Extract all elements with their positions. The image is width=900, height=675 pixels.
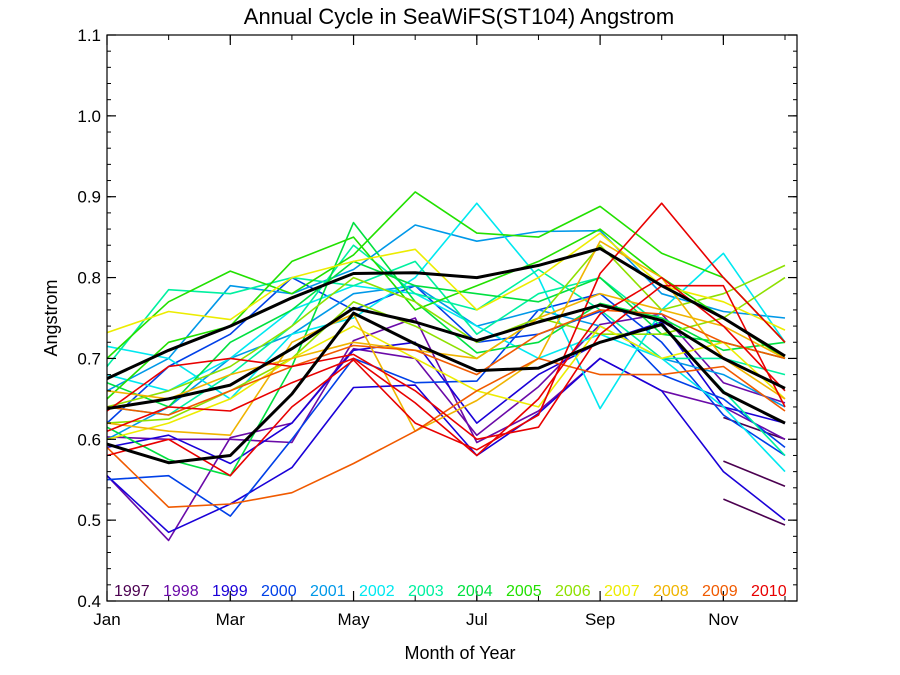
series-line-2009 [106, 357, 786, 508]
series-line-2009 [106, 309, 786, 416]
series-line-2004 [106, 221, 786, 477]
x-tick-label: May [337, 610, 370, 629]
series-line-2008 [106, 292, 786, 400]
y-tick-label: 0.4 [77, 592, 101, 611]
series-line-2002 [106, 202, 786, 410]
legend-entry-2010: 2010 [751, 583, 787, 600]
series-line-1997 [723, 460, 786, 487]
legend-entry-2006: 2006 [555, 583, 591, 600]
x-tick-label: Mar [216, 610, 246, 629]
y-axis-label: Angstrom [41, 279, 61, 356]
legend: 1997 1998 1999 2000 2001 2002 2003 2004 2005 2006… [114, 583, 787, 600]
legend-entry-1998: 1998 [163, 583, 199, 600]
legend-entry-2001: 2001 [310, 583, 346, 600]
x-tick-label: Jan [93, 610, 120, 629]
chart-title: Annual Cycle in SeaWiFS(ST104) Angstrom [244, 4, 674, 29]
series-line-2000 [106, 292, 786, 517]
legend-entry-2000: 2000 [261, 583, 297, 600]
y-tick-label: 1.0 [77, 107, 101, 126]
series-line-2001 [106, 224, 786, 392]
plot-frame [106, 34, 798, 602]
series-line-2002 [106, 284, 786, 473]
mean-series-line [106, 303, 786, 411]
series-line-2005 [106, 191, 786, 359]
y-tick-label: 0.9 [77, 188, 101, 207]
legend-entry-2004: 2004 [457, 583, 493, 600]
legend-entry-1997: 1997 [114, 583, 150, 600]
y-tick-label: 0.8 [77, 269, 101, 288]
series-layer [106, 191, 786, 542]
y-tick-label: 0.6 [77, 430, 101, 449]
x-axis-label: Month of Year [404, 643, 515, 663]
series-line-2007 [106, 232, 786, 334]
series-line-1999 [106, 321, 786, 465]
series-line-2010 [106, 202, 786, 477]
legend-entry-1999: 1999 [212, 583, 248, 600]
series-line-2001 [106, 284, 786, 441]
series-line-2000 [106, 276, 786, 449]
legend-entry-2007: 2007 [604, 583, 640, 600]
series-line-2010 [106, 276, 786, 457]
series-line-1997 [723, 498, 786, 526]
legend-entry-2009: 2009 [702, 583, 738, 600]
mean-series-line [106, 247, 786, 380]
series-line-2003 [106, 244, 786, 416]
mean-series-line [106, 311, 786, 465]
series-line-1998 [106, 317, 786, 444]
x-tick-label: Nov [708, 610, 739, 629]
x-tick-label: Jul [466, 610, 488, 629]
legend-entry-2003: 2003 [408, 583, 444, 600]
series-line-2006 [106, 244, 786, 408]
y-tick-label: 1.1 [77, 26, 101, 45]
y-tick-label: 0.5 [77, 511, 101, 530]
legend-entry-2008: 2008 [653, 583, 689, 600]
series-line-2007 [106, 325, 786, 441]
axis-ticks: 0.4 0.5 0.6 0.7 0.8 0.9 1.0 1.1 Jan Mar May Jul Sep N… [77, 26, 797, 629]
legend-entry-2005: 2005 [506, 583, 542, 600]
x-tick-label: Sep [585, 610, 615, 629]
y-tick-label: 0.7 [77, 349, 101, 368]
legend-entry-2002: 2002 [359, 583, 395, 600]
